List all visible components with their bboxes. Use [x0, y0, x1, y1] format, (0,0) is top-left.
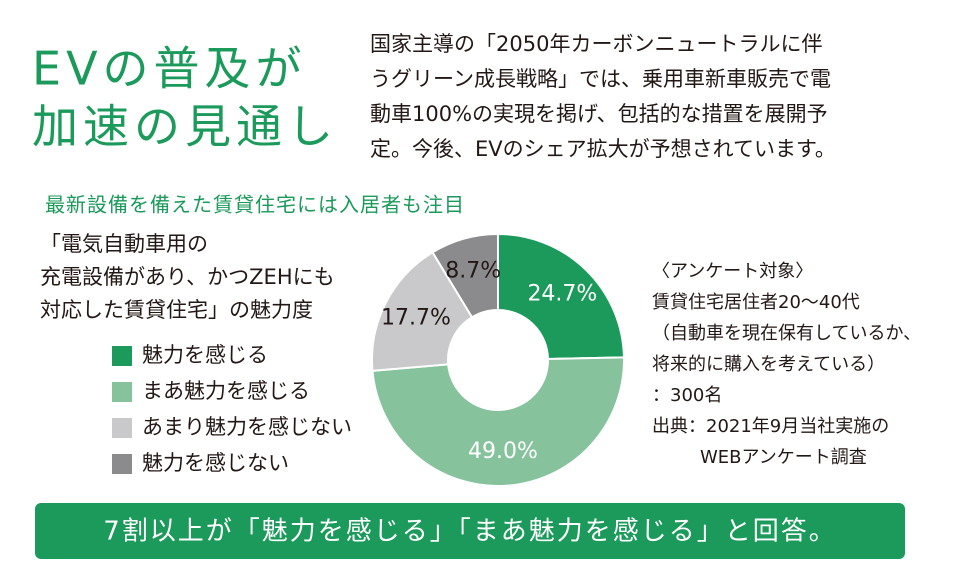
legend-label: 魅力を感じない	[142, 451, 289, 475]
body-line: 定。今後、EVのシェア拡大が予想されています。	[370, 137, 836, 161]
value-label: 8.7%	[445, 258, 501, 283]
legend-swatch	[112, 346, 132, 366]
donut-segment	[371, 356, 625, 487]
body-line: うグリーン成長戦略」では、乗用車新車販売で電	[370, 67, 831, 91]
donut-segment	[371, 250, 474, 372]
legend-label: まあ魅力を感じる	[142, 379, 310, 403]
value-label: 17.7%	[381, 305, 451, 330]
note-line: （自動車を現在保有しているか、	[652, 323, 921, 344]
donut-segment	[431, 232, 499, 319]
note-line: ：300名	[652, 385, 722, 406]
body-line: 国家主導の「2050年カーボンニュートラルに伴	[370, 32, 822, 56]
footer-text: 7割以上が「魅力を感じる」「まあ魅力を感じる」と回答。	[103, 517, 837, 547]
body-line: 動車100%の実現を掲げ、包括的な措置を展開予	[370, 102, 828, 126]
chart-subtitle: 対応した賃貸住宅」の魅力度	[40, 298, 313, 322]
note-line: WEBアンケート調査	[700, 447, 867, 468]
value-label: 49.0%	[468, 439, 538, 464]
note-line: 〈アンケート対象〉	[652, 261, 813, 282]
legend-swatch	[112, 382, 132, 402]
chart-title: 最新設備を備えた賃貸住宅には入居者も注目	[45, 193, 465, 217]
value-label: 24.7%	[527, 281, 597, 306]
donut-segment	[497, 232, 625, 361]
footer-box	[35, 503, 905, 559]
chart-subtitle: 「電気自動車用の	[40, 232, 208, 256]
chart-subtitle: 充電設備があり、かつZEHにも	[40, 265, 335, 289]
title-line: 加速の見通し	[32, 100, 338, 154]
note-line: 出典：2021年9月当社実施の	[652, 416, 889, 437]
note-line: 将来的に購入を考えている）	[652, 354, 885, 375]
legend-swatch	[112, 454, 132, 474]
legend-label: 魅力を感じる	[142, 343, 268, 367]
legend-swatch	[112, 418, 132, 438]
legend-label: あまり魅力を感じない	[142, 415, 352, 439]
title-line: EVの普及が	[32, 42, 307, 96]
note-line: 賃貸住宅居住者20～40代	[652, 292, 860, 313]
